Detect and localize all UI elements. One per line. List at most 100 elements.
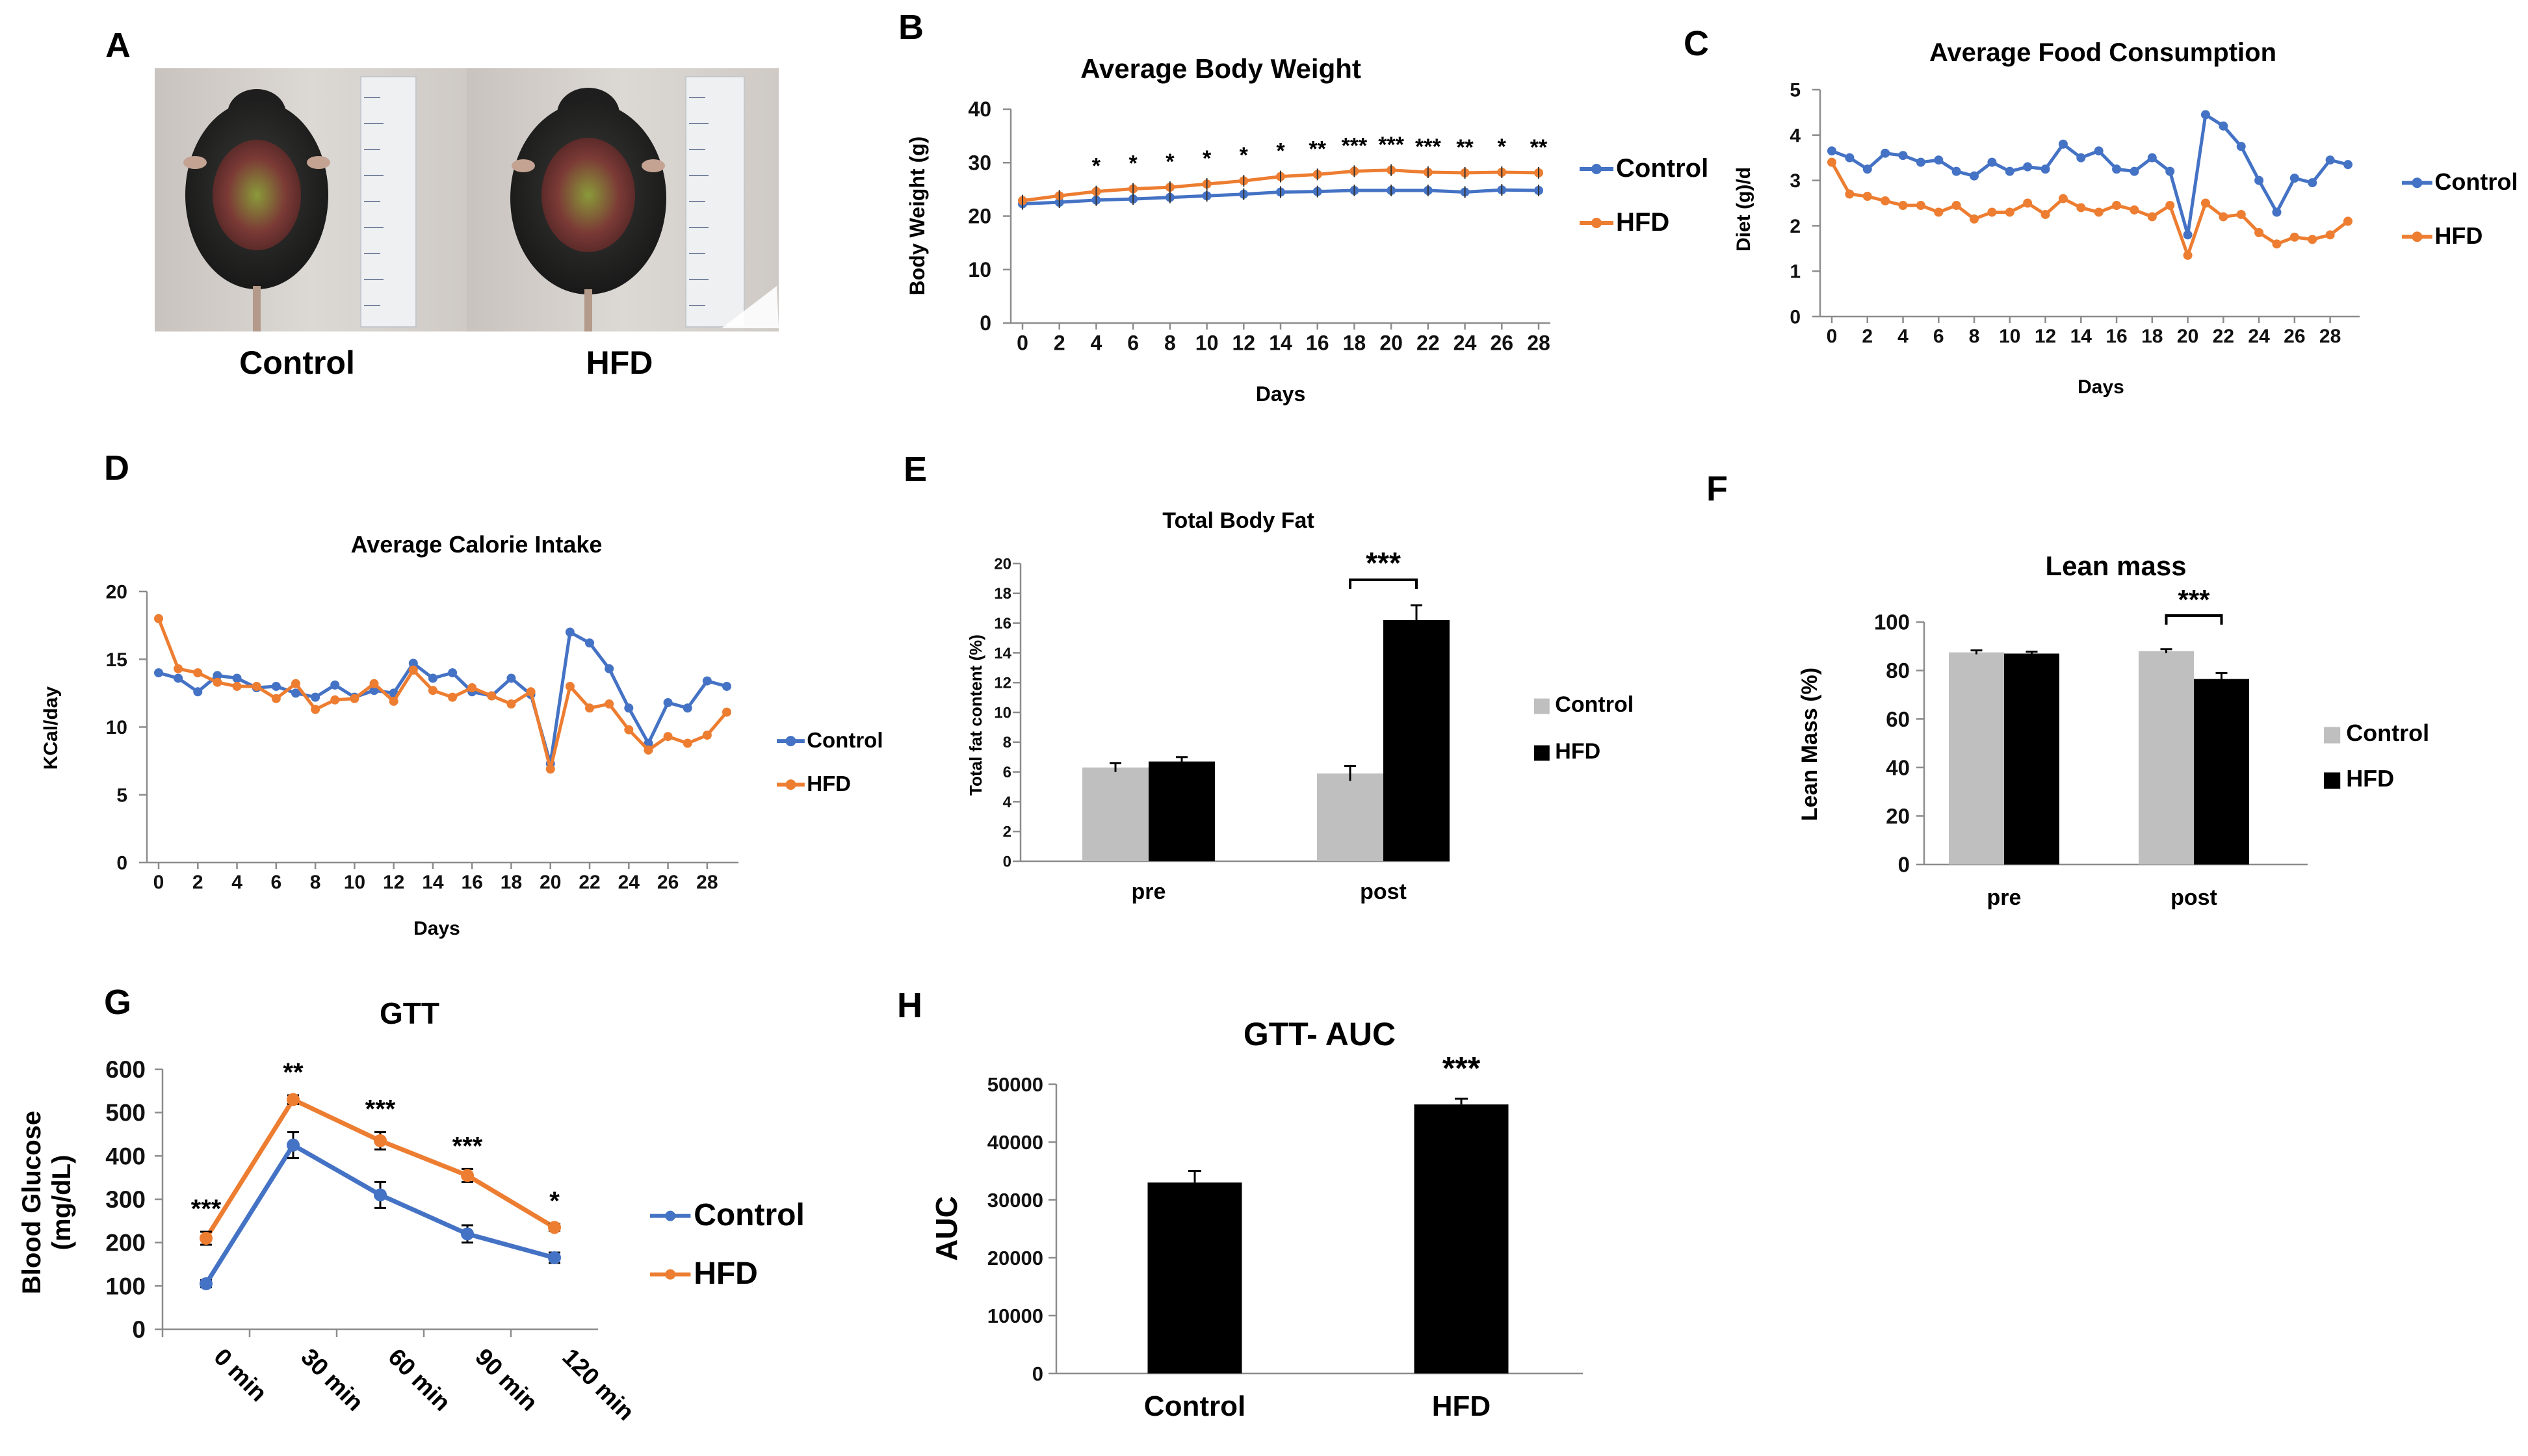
data-point-hfd [2147,212,2157,222]
data-point-control [2023,162,2033,172]
y-axis-label: Blood Glucose(mg/dL) [18,1111,76,1294]
significance-label: *** [452,1132,483,1160]
x-tick-label: 16 [462,872,483,893]
y-axis-label: KCal/day [40,686,62,770]
data-point-control [2236,142,2246,151]
x-tick-label: 6 [1933,326,1944,347]
data-point-control [200,1277,213,1290]
significance-label: * [1092,154,1101,179]
y-tick-label: 2 [1790,216,1801,237]
y-tick-label: 400 [105,1143,146,1169]
x-axis-label: Days [2078,376,2124,398]
y-tick-label: 10 [968,258,991,281]
panel-letter-b: B [898,8,924,47]
data-point-hfd [624,725,634,734]
data-point-hfd [2272,239,2282,249]
bar-control-post [2139,651,2194,864]
data-point-hfd [291,679,300,688]
data-point-control [369,686,379,696]
data-point-control [428,673,437,683]
data-point-hfd [565,681,575,691]
y-tick-label: 20000 [987,1247,1043,1269]
legend-marker [665,1210,676,1221]
data-point-control [2076,153,2086,162]
legend-label: Control [807,728,883,752]
x-tick-label: 26 [2284,326,2305,347]
x-tick-label: 10 [344,872,365,893]
data-point-control [506,673,516,683]
x-tick-label: 14 [422,872,444,893]
legend-marker [785,779,796,790]
panel-letter-f: F [1706,469,1728,508]
x-tick-label: 20 [1379,331,1403,354]
x-tick-label: 2 [192,872,203,893]
data-point-control [2040,164,2050,174]
x-tick-label: 16 [2105,326,2127,347]
data-point-control [1970,171,1979,181]
data-point-hfd [1881,196,1890,206]
y-tick-label: 0 [1003,853,1011,870]
y-tick-label: 4 [1003,794,1012,811]
legend-label: Control [2434,168,2518,195]
data-point-hfd [154,614,163,623]
significance-label: ** [1309,136,1326,161]
data-point-control [1827,146,1836,156]
data-point-control [1862,164,1872,174]
x-tick-label: 28 [696,872,718,893]
data-point-control [2183,230,2193,240]
data-point-control [2058,139,2068,149]
data-point-hfd [461,1169,474,1182]
data-point-hfd [2289,232,2299,242]
data-point-control [1845,153,1855,162]
x-tick-label: 8 [1969,326,1980,347]
chart-title: Total Body Fat [1162,508,1314,533]
data-point-hfd [1862,192,1872,202]
panel-letter-g: G [104,983,131,1022]
x-tick-label: 26 [1490,331,1513,354]
significance-label: *** [2178,584,2210,615]
data-point-control [1898,151,1908,161]
y-axis-label: Body Weight (g) [906,136,929,296]
data-point-hfd [2200,198,2210,208]
x-tick-label: 24 [1453,331,1477,354]
data-point-hfd [2219,212,2228,222]
legend-item-hfd: HFD [2402,222,2482,249]
data-point-control [291,688,300,698]
x-tick-label: post [1360,879,1407,904]
legend-item-control: Control [777,728,883,752]
data-point-hfd [683,738,692,748]
data-point-hfd [193,668,203,678]
data-point-hfd [350,694,359,703]
chart-title: Average Food Consumption [1929,38,2276,67]
panel-letter-d: D [104,448,129,488]
y-tick-label: 100 [1874,610,1910,634]
data-point-hfd [2236,209,2246,219]
data-point-hfd [545,764,555,774]
legend-swatch [1534,745,1550,761]
data-point-control [2005,166,2014,176]
bar-hfd-post [2194,679,2249,864]
data-point-hfd [663,732,673,742]
data-point-hfd [2130,205,2139,214]
data-point-hfd [1898,200,1908,210]
y-tick-label: 60 [1886,707,1910,731]
panel-h: H GTT- AUC 0 10000 20000 30000 40000 50000 AUC Co… [897,986,1583,1422]
significance-label: ** [283,1058,304,1087]
x-tick-label: 28 [1527,331,1550,354]
y-axis-label: Diet (g)/d [1733,167,1754,252]
legend-swatch [2324,772,2341,789]
data-point-hfd [526,687,536,697]
x-tick-label: 22 [1416,331,1440,354]
x-tick-label: 26 [657,872,679,893]
data-point-control [2094,146,2104,156]
data-point-control [2289,174,2299,183]
data-point-control [271,681,281,691]
data-point-hfd [448,692,458,702]
x-tick-label: 6 [1127,331,1139,354]
significance-label: *** [365,1095,396,1124]
y-tick-label: 12 [994,675,1011,692]
data-point-hfd [467,683,477,693]
y-tick-label: 300 [105,1186,146,1213]
